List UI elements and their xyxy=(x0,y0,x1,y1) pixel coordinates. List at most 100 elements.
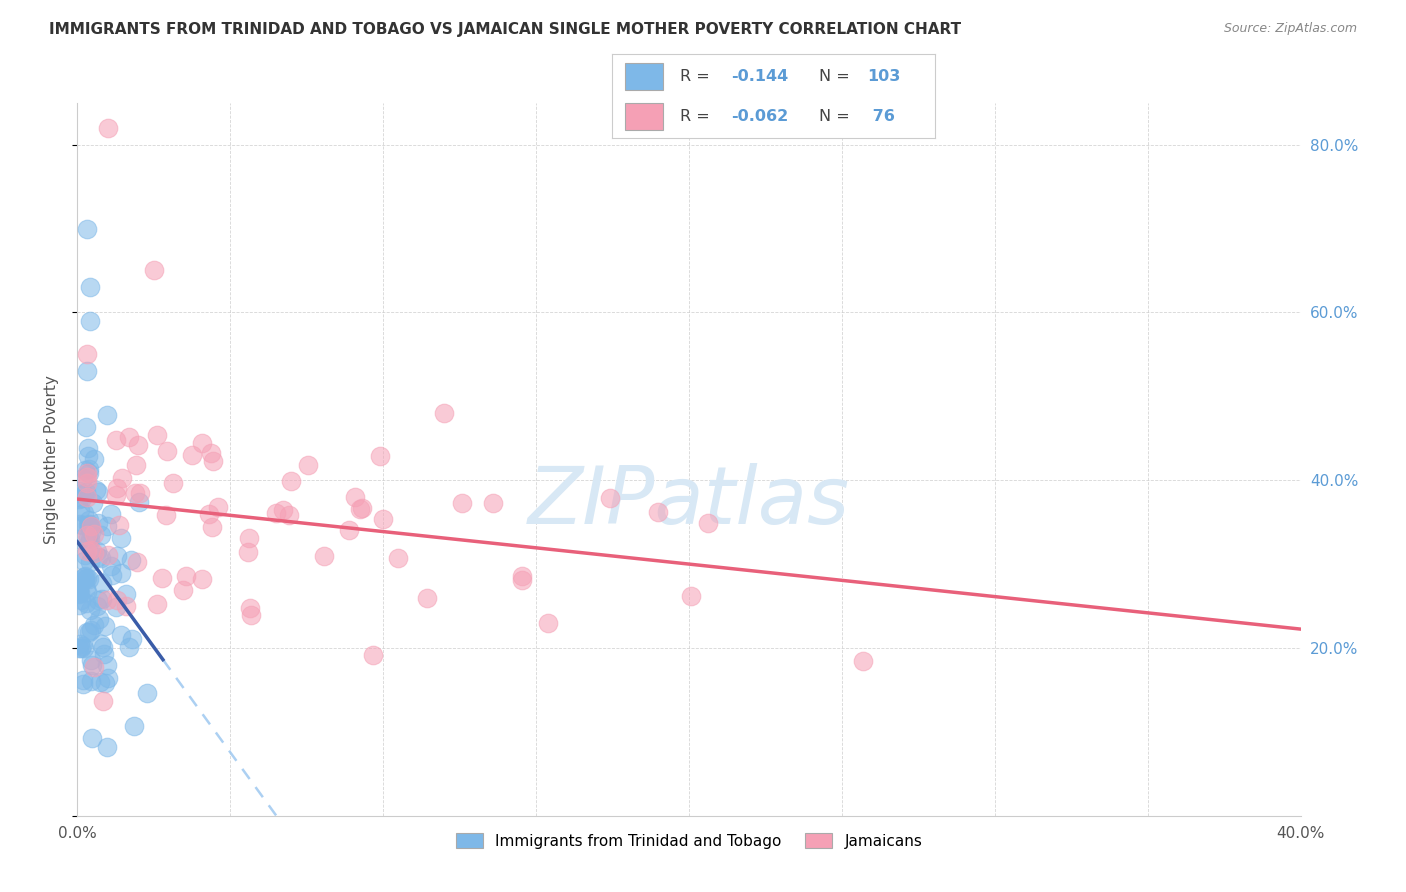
Point xyxy=(67,640,90,655)
Point xyxy=(96,519,118,533)
Point xyxy=(77,449,100,463)
Point xyxy=(110,628,132,642)
Point xyxy=(76,469,98,483)
Bar xyxy=(624,62,664,90)
Text: Source: ZipAtlas.com: Source: ZipAtlas.com xyxy=(1223,22,1357,36)
Point xyxy=(67,598,90,612)
Point xyxy=(76,528,98,542)
Point xyxy=(86,544,108,558)
Point xyxy=(76,466,98,480)
Point xyxy=(647,505,669,519)
Point xyxy=(75,596,97,610)
Point xyxy=(87,593,110,607)
Point xyxy=(76,624,98,639)
Point xyxy=(83,618,105,632)
Point xyxy=(77,531,100,545)
Point xyxy=(87,484,110,499)
Point xyxy=(75,485,97,500)
Point xyxy=(537,615,560,630)
Point xyxy=(121,632,143,646)
Point xyxy=(84,483,107,498)
Point xyxy=(72,471,94,485)
Point xyxy=(73,506,96,520)
Point xyxy=(349,501,371,516)
Point xyxy=(96,657,118,672)
Point xyxy=(451,496,474,510)
Point xyxy=(69,586,91,600)
Point xyxy=(93,647,115,661)
Point xyxy=(80,525,103,540)
Point xyxy=(104,600,127,615)
Point xyxy=(83,526,105,541)
Point xyxy=(239,601,262,615)
Point xyxy=(73,486,96,500)
Point xyxy=(96,593,118,607)
Point xyxy=(120,553,142,567)
Point xyxy=(86,599,108,613)
Point xyxy=(482,495,505,509)
Point xyxy=(77,517,100,532)
Point xyxy=(115,587,138,601)
Text: N =: N = xyxy=(818,109,855,124)
Point xyxy=(111,471,134,485)
Point xyxy=(67,582,90,596)
Point xyxy=(91,592,114,607)
Point xyxy=(696,516,718,531)
Point xyxy=(80,674,103,689)
Point xyxy=(75,572,97,586)
Point xyxy=(107,593,129,607)
Point xyxy=(77,513,100,527)
Point xyxy=(387,551,409,566)
Point xyxy=(142,263,165,277)
Point xyxy=(80,518,103,533)
Point xyxy=(240,607,263,622)
Point xyxy=(67,484,90,499)
Point xyxy=(352,500,374,515)
Point xyxy=(79,314,101,328)
Point xyxy=(70,640,93,654)
Point xyxy=(127,438,149,452)
Point xyxy=(124,719,146,733)
Point xyxy=(124,486,146,500)
Point xyxy=(87,516,110,531)
Point xyxy=(100,559,122,574)
Point xyxy=(108,518,131,533)
Point xyxy=(202,454,225,468)
Point xyxy=(271,503,294,517)
Point xyxy=(104,433,127,447)
Point xyxy=(70,572,93,586)
Point xyxy=(679,589,702,603)
Point xyxy=(83,546,105,560)
Point xyxy=(76,347,98,361)
Point xyxy=(852,654,875,668)
Point xyxy=(124,458,146,472)
Point xyxy=(236,544,259,558)
Point xyxy=(91,576,114,591)
Point xyxy=(110,566,132,580)
Point xyxy=(105,481,128,495)
Point xyxy=(67,532,90,546)
Point xyxy=(73,548,96,562)
Point xyxy=(97,671,120,685)
Point xyxy=(238,531,260,545)
Point xyxy=(162,476,184,491)
Point xyxy=(90,637,112,651)
Text: IMMIGRANTS FROM TRINIDAD AND TOBAGO VS JAMAICAN SINGLE MOTHER POVERTY CORRELATIO: IMMIGRANTS FROM TRINIDAD AND TOBAGO VS J… xyxy=(49,22,962,37)
Point xyxy=(93,694,115,708)
Point xyxy=(150,571,173,585)
Point xyxy=(79,280,101,294)
Point xyxy=(70,518,93,533)
Point xyxy=(96,740,118,755)
Point xyxy=(343,490,366,504)
Point xyxy=(191,573,214,587)
Point xyxy=(110,531,132,545)
Point xyxy=(118,430,141,444)
Point xyxy=(72,677,94,691)
Point xyxy=(599,491,621,505)
Text: R =: R = xyxy=(679,109,714,124)
Point xyxy=(72,640,94,655)
Point xyxy=(433,406,456,420)
Point xyxy=(79,519,101,533)
Point xyxy=(77,518,100,533)
Point xyxy=(136,685,159,699)
